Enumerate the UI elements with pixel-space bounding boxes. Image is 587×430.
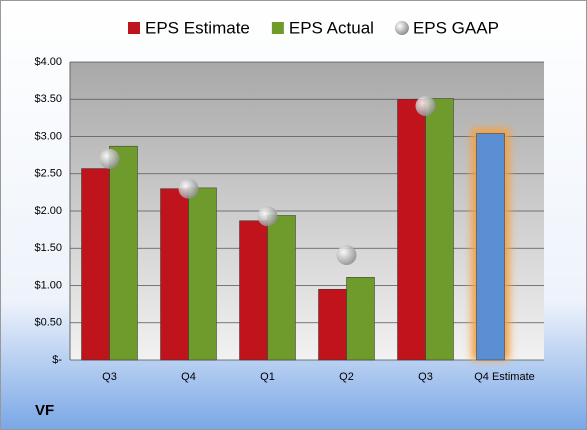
bar <box>81 168 110 361</box>
bar <box>397 99 426 361</box>
bar <box>188 187 217 361</box>
footnote: VF <box>35 402 54 419</box>
bar <box>239 220 268 361</box>
y-tick-label: $4.00 <box>34 56 62 68</box>
y-tick-label: $3.50 <box>34 93 62 105</box>
gaap-marker <box>415 95 436 116</box>
gaap-marker <box>336 244 357 265</box>
x-tick-label: Q2 <box>339 371 354 383</box>
bar <box>318 288 347 361</box>
gaap-marker <box>257 206 278 227</box>
y-tick-label: $2.00 <box>34 205 62 217</box>
x-tick-label: Q4 <box>181 371 196 383</box>
y-tick-label: $3.00 <box>34 130 62 142</box>
legend-label: EPS Actual <box>289 18 374 37</box>
y-tick-label: $- <box>52 354 62 366</box>
bar <box>425 98 454 361</box>
x-tick-label: Q3 <box>102 371 117 383</box>
gaap-marker <box>99 148 120 169</box>
bar <box>346 277 375 361</box>
legend-marker <box>128 22 140 34</box>
legend-label: EPS Estimate <box>145 18 250 37</box>
x-tick-label: Q1 <box>260 371 275 383</box>
bar <box>109 145 138 361</box>
y-tick-label: $1.00 <box>34 279 62 291</box>
y-tick-label: $2.50 <box>34 168 62 180</box>
legend-label: EPS GAAP <box>413 18 499 37</box>
legend-marker <box>271 22 284 34</box>
gaap-marker <box>178 178 199 199</box>
bar <box>267 215 296 361</box>
x-tick-label: Q4 Estimate <box>474 371 535 383</box>
x-tick-label: Q3 <box>418 371 433 383</box>
y-tick-label: $0.50 <box>34 317 62 329</box>
bar <box>160 188 189 361</box>
y-tick-label: $1.50 <box>34 242 62 254</box>
bar <box>476 133 505 361</box>
legend-marker <box>394 21 409 35</box>
